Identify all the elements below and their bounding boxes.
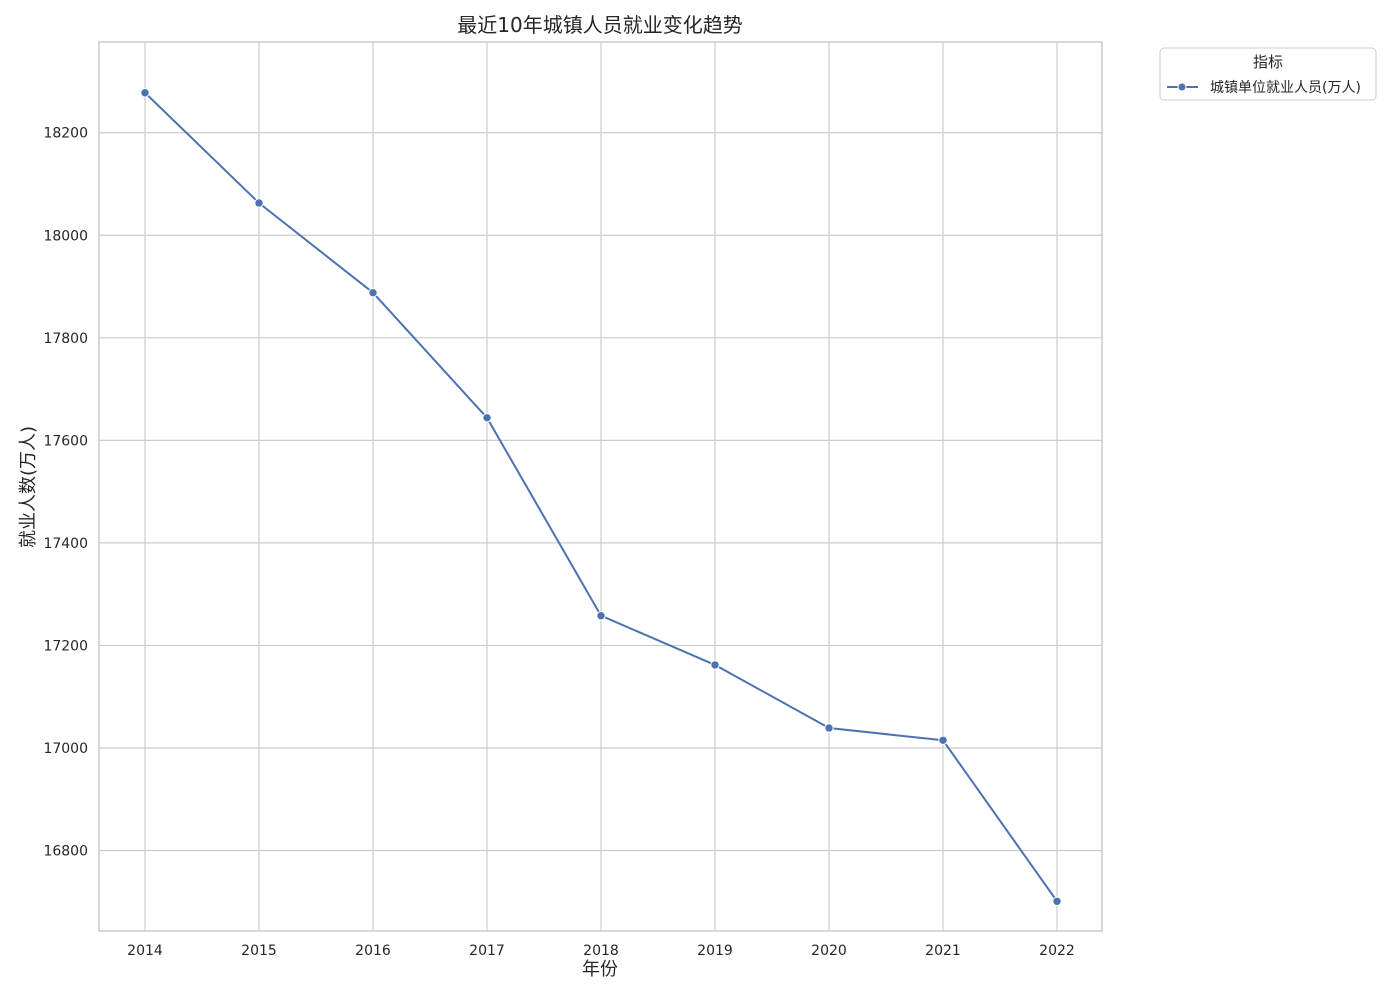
legend-title: 指标 xyxy=(1253,53,1283,71)
grid-lines xyxy=(99,42,1102,931)
data-point xyxy=(482,413,492,423)
x-tick-label: 2019 xyxy=(697,943,733,959)
legend-series-marker xyxy=(1177,82,1187,92)
y-tick-label: 18000 xyxy=(43,228,88,244)
x-tick-label: 2020 xyxy=(811,943,847,959)
x-tick-label: 2018 xyxy=(583,943,619,959)
y-tick-label: 16800 xyxy=(43,844,88,860)
x-tick-label: 2021 xyxy=(925,943,961,959)
x-tick-label: 2016 xyxy=(355,943,391,959)
data-series xyxy=(140,88,1062,906)
x-tick-label: 2014 xyxy=(127,943,163,959)
data-point xyxy=(596,610,606,621)
y-tick-label: 17200 xyxy=(43,638,88,654)
y-tick-label: 17600 xyxy=(43,433,88,449)
y-tick-label: 17400 xyxy=(43,536,88,552)
y-tick-label: 17800 xyxy=(43,331,88,347)
data-point xyxy=(938,735,948,745)
y-tick-label: 17000 xyxy=(43,741,88,757)
data-point xyxy=(824,723,834,733)
x-tick-label: 2015 xyxy=(241,943,277,959)
data-point xyxy=(710,660,720,670)
tick-labels: 2014 2015 2016 2017 2018 2019 2020 2021 2022 1680… xyxy=(43,126,1074,959)
legend-series-label: 城镇单位就业人员(万人) xyxy=(1210,80,1361,96)
y-tick-label: 18200 xyxy=(43,126,88,142)
data-point xyxy=(254,198,264,208)
legend-box xyxy=(1159,47,1377,101)
chart-title: 最近10年城镇人员就业变化趋势 xyxy=(457,13,742,37)
data-point xyxy=(368,288,378,298)
x-tick-label: 2017 xyxy=(469,943,505,959)
x-axis-label: 年份 xyxy=(582,959,618,980)
y-axis-label: 就业人数(万人) xyxy=(18,426,39,548)
data-point xyxy=(1052,896,1062,906)
x-tick-label: 2022 xyxy=(1039,943,1075,959)
legend: 指标 城镇单位就业人员(万人) xyxy=(1159,47,1377,101)
data-point xyxy=(140,88,150,98)
